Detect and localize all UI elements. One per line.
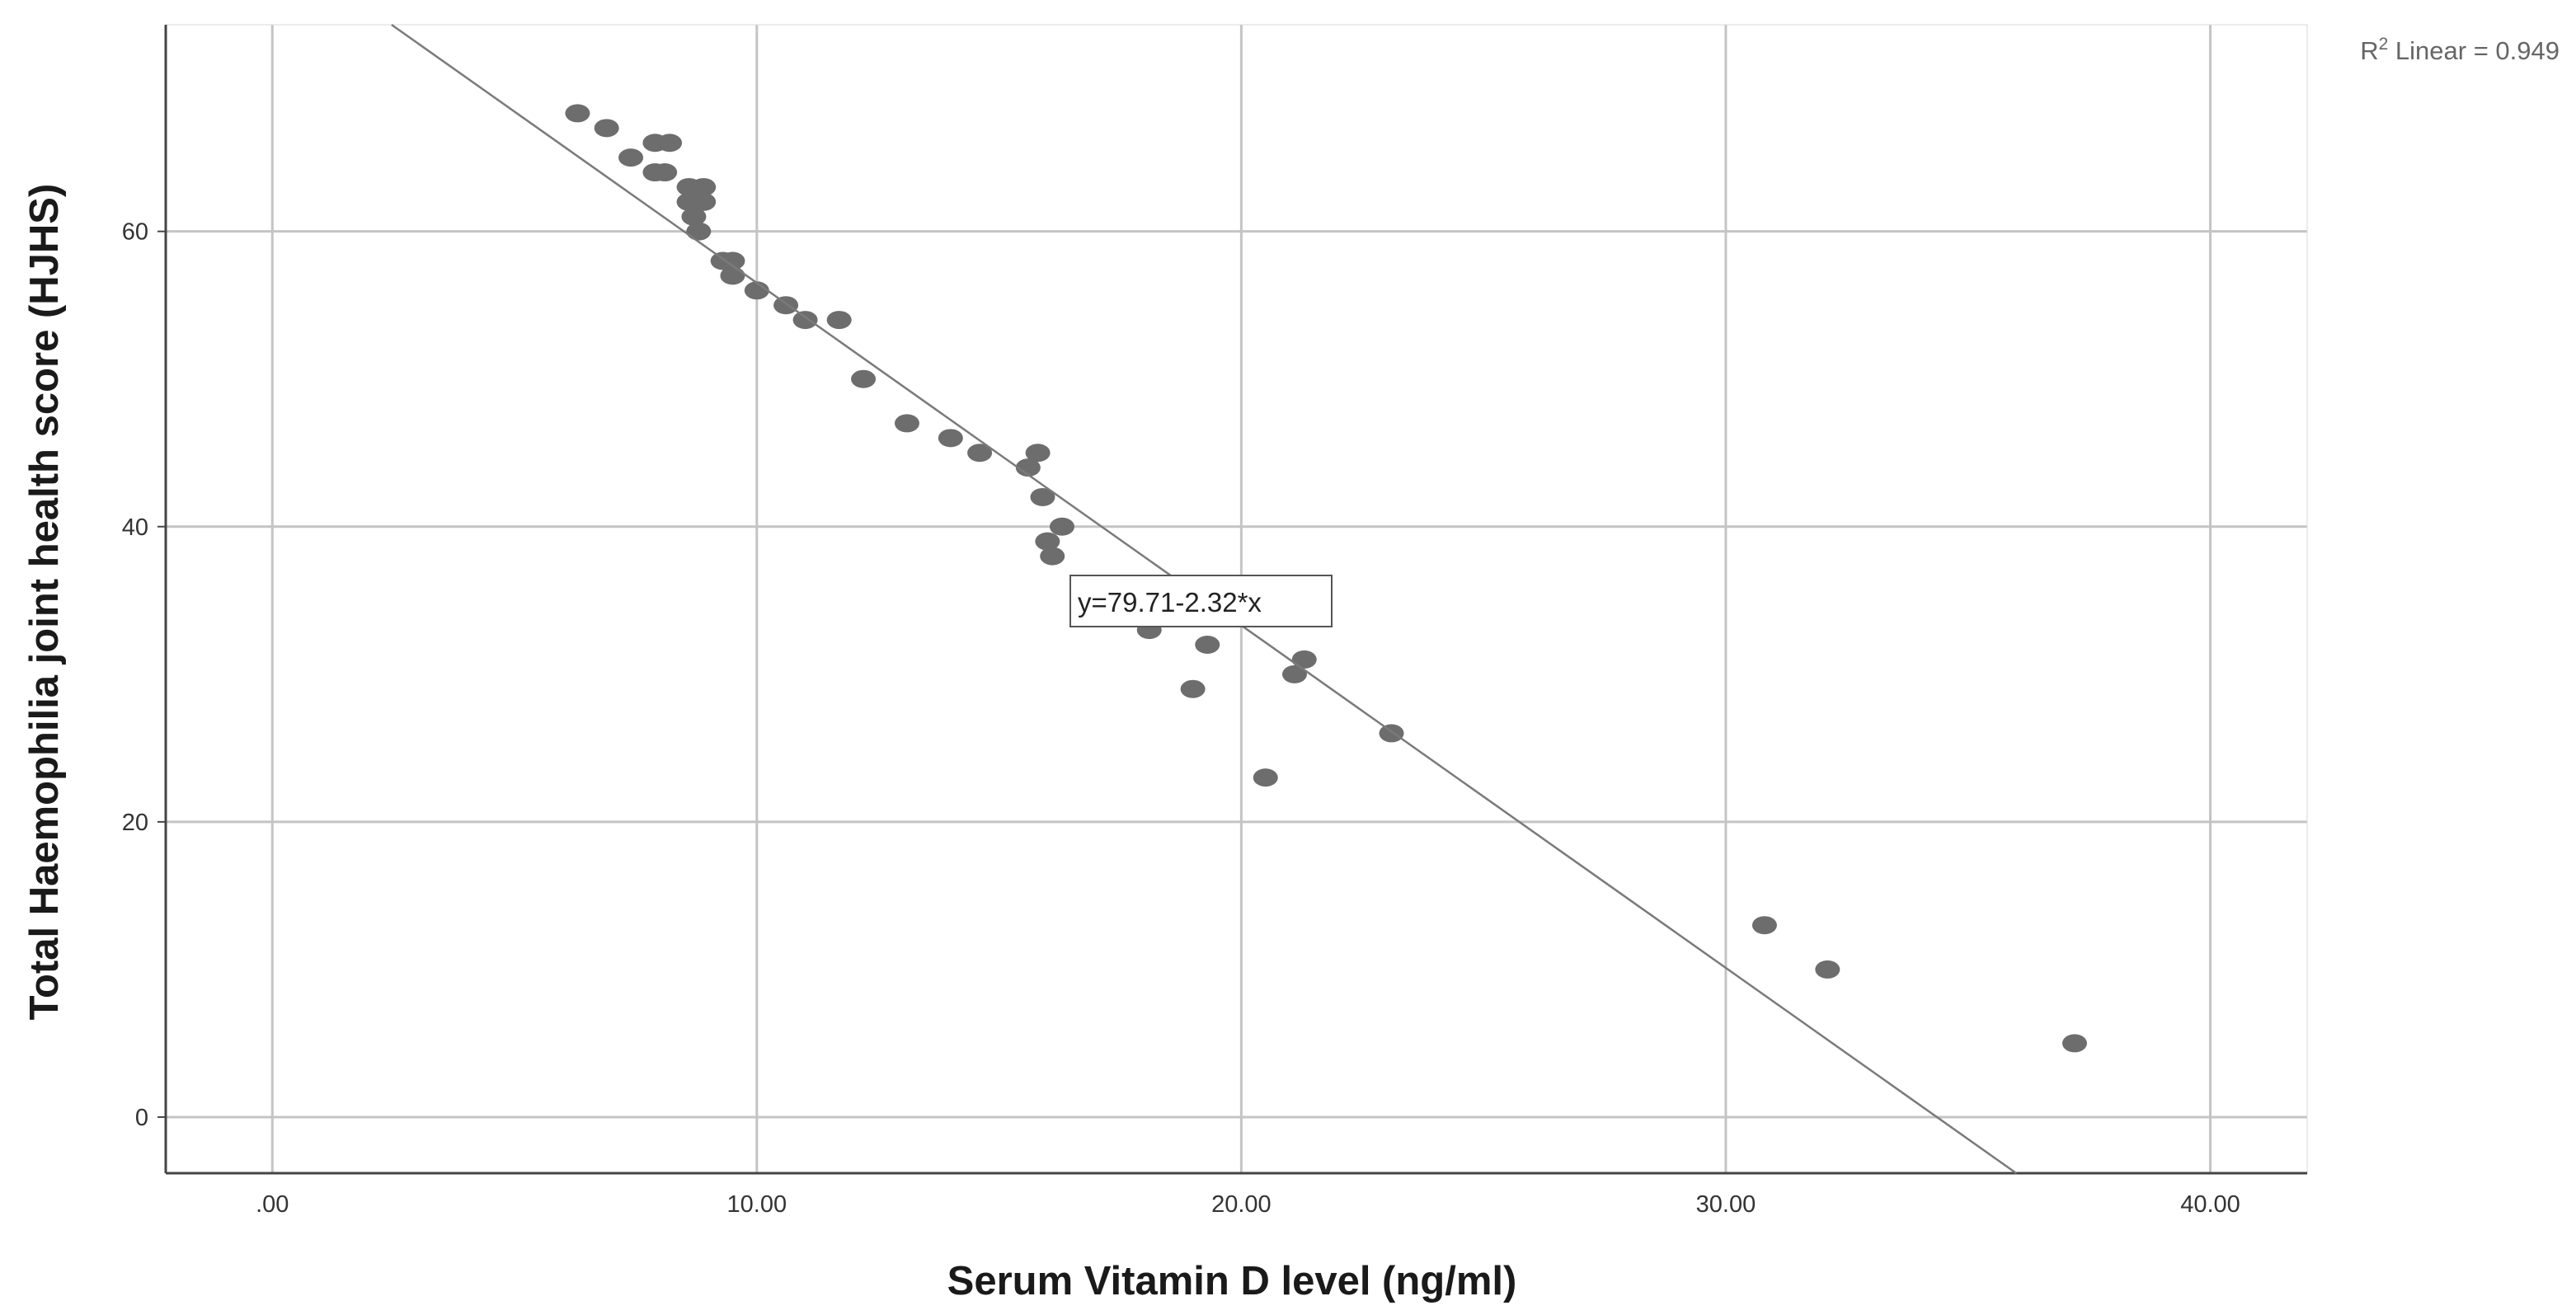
data-point <box>2061 1034 2087 1053</box>
data-point <box>594 119 619 138</box>
equation-box <box>1069 575 1333 627</box>
y-tick-labels: 0 20 40 60 <box>122 219 166 1131</box>
data-point <box>851 369 877 388</box>
r2-linear-label: R2 Linear = 0.949 <box>2360 35 2560 65</box>
y-tick-label: 0 <box>135 1105 148 1131</box>
data-point <box>792 311 818 330</box>
data-point <box>618 148 644 167</box>
data-point <box>938 429 963 448</box>
data-point <box>1025 444 1051 463</box>
data-point <box>773 296 799 315</box>
y-tick-label: 40 <box>122 514 148 541</box>
data-point <box>657 134 683 153</box>
data-point <box>1015 458 1041 477</box>
x-tick-label: 40.00 <box>2180 1191 2240 1218</box>
x-axis-title: Serum Vitamin D level (ng/ml) <box>947 1259 1517 1303</box>
r2-superscript: 2 <box>2379 35 2389 54</box>
data-point <box>691 177 717 196</box>
data-point <box>1253 768 1278 787</box>
r2-prefix: R <box>2360 36 2378 65</box>
x-tick-label: 30.00 <box>1696 1191 1756 1218</box>
x-tick-labels: .00 10.00 20.00 30.00 40.00 <box>256 1191 2240 1218</box>
y-tick-label: 60 <box>122 219 148 246</box>
data-point <box>826 311 852 330</box>
x-tick-label: 20.00 <box>1211 1191 1272 1218</box>
data-point <box>1049 517 1074 536</box>
y-tick-label: 20 <box>122 810 148 836</box>
data-point <box>1751 916 1777 935</box>
data-point <box>681 207 707 226</box>
data-point <box>1195 636 1220 655</box>
equation-label-box: y=79.71-2.32*x <box>1069 575 1333 627</box>
data-point <box>720 251 745 270</box>
data-point <box>652 163 678 182</box>
data-point <box>967 444 993 463</box>
data-point <box>1379 724 1404 743</box>
data-point <box>720 266 745 285</box>
x-tick-label: .00 <box>256 1191 289 1218</box>
data-point <box>1030 487 1055 506</box>
data-point <box>1815 960 1840 979</box>
y-axis-title: Total Haemophilia joint health score (HJ… <box>22 184 67 1021</box>
r2-value: Linear = 0.949 <box>2388 36 2560 65</box>
data-points <box>565 104 2087 1053</box>
data-point <box>1282 665 1308 683</box>
axes <box>164 25 2307 1175</box>
data-point <box>744 281 769 300</box>
data-point <box>691 192 717 211</box>
x-tick-label: 10.00 <box>727 1191 787 1218</box>
data-point <box>1291 650 1317 669</box>
data-point <box>894 414 919 433</box>
data-point <box>1040 547 1065 566</box>
data-point <box>686 222 712 241</box>
data-point <box>565 104 590 123</box>
equation-label: y=79.71-2.32*x <box>1078 587 1262 618</box>
data-point <box>1035 532 1060 551</box>
data-point <box>1180 679 1206 698</box>
